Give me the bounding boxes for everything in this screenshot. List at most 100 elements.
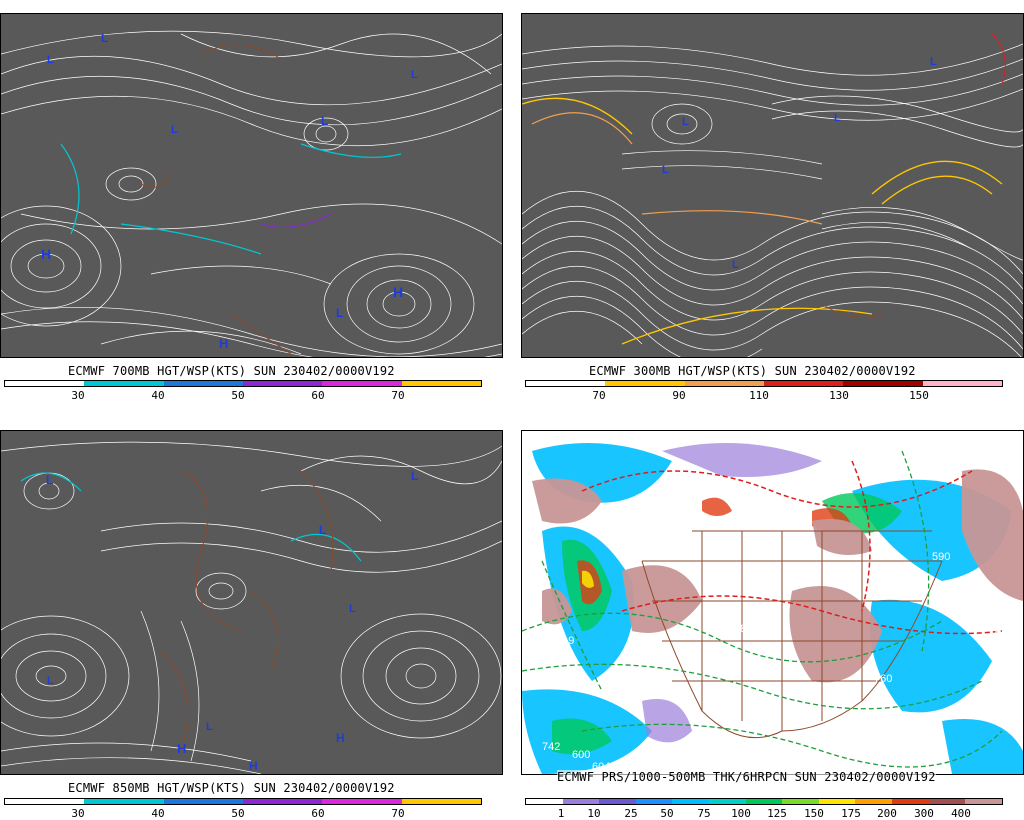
- colorbar-segment: [922, 381, 1002, 386]
- colorbar-tick: 60: [311, 807, 325, 820]
- pressure-marker: H: [41, 246, 52, 262]
- colorbar-tick: 30: [71, 389, 85, 402]
- contour-label: 619: [556, 635, 575, 647]
- contour-label: 148: [994, 629, 1013, 641]
- colorbar-segment: [242, 799, 323, 804]
- pressure-marker: L: [47, 675, 54, 687]
- pressure-marker: L: [411, 469, 419, 483]
- panel-title: ECMWF 850MB HGT/WSP(KTS) SUN 230402/0000…: [68, 781, 395, 795]
- pressure-marker: L: [411, 69, 418, 81]
- precip-map: [522, 443, 1023, 774]
- colorbar-tick: 300: [914, 807, 934, 820]
- panel-title: ECMWF 700MB HGT/WSP(KTS) SUN 230402/0000…: [68, 364, 395, 378]
- colorbar-segment: [322, 799, 402, 804]
- colorbar-tick: 50: [231, 389, 245, 402]
- colorbar-tick: 70: [391, 807, 405, 820]
- contour-label: 742: [542, 741, 561, 753]
- pressure-marker: L: [319, 523, 327, 537]
- colorbar-segment: [401, 799, 481, 804]
- pressure-marker: L: [732, 259, 739, 271]
- pressure-marker: H: [336, 731, 345, 745]
- pressure-marker: H: [393, 284, 404, 300]
- colorbar-segment: [672, 799, 710, 804]
- pressure-marker: L: [206, 721, 213, 733]
- pressure-marker: L: [349, 603, 356, 615]
- colorbar-tick: 200: [877, 807, 897, 820]
- pressure-marker: L: [321, 114, 329, 128]
- colorbar-segment: [526, 799, 563, 804]
- streamlines-850mb: [1, 441, 502, 774]
- colorbar-segment: [855, 799, 893, 804]
- colorbar-tick: 50: [660, 807, 674, 820]
- colorbar-segment: [892, 799, 929, 804]
- panel-title: ECMWF 300MB HGT/WSP(KTS) SUN 230402/0000…: [589, 364, 916, 378]
- pressure-marker: L: [46, 473, 54, 487]
- colorbar-tick: 90: [672, 389, 686, 402]
- pressure-marker: L: [834, 112, 841, 124]
- colorbar-segment: [843, 381, 923, 386]
- pressure-marker: L: [930, 56, 937, 68]
- map-850mb: L L L L L H H H L: [0, 430, 503, 775]
- colorbar-tick: 175: [841, 807, 861, 820]
- colorbar-tick: 30: [71, 807, 85, 820]
- pressure-marker: H: [249, 759, 258, 773]
- colorbar-tick: 130: [829, 389, 849, 402]
- contour-label: 613: [594, 687, 613, 699]
- pressure-marker: L: [47, 54, 54, 66]
- colorbar-tick: 400: [951, 807, 971, 820]
- colorbar-segment: [782, 799, 819, 804]
- colorbar-tick: 25: [624, 807, 638, 820]
- panel-prs-thk: 619 613 625 628 590 760 742 600 604 148 …: [521, 418, 1024, 820]
- pressure-marker: L: [682, 116, 689, 128]
- colorbar-segment: [605, 381, 685, 386]
- colorbar-segment: [709, 799, 746, 804]
- pressure-marker: H: [177, 741, 187, 756]
- map-300mb: L L L L L: [521, 13, 1024, 358]
- colorbar-segment: [965, 799, 1002, 804]
- colorbar-segment: [322, 381, 402, 386]
- colorbar: [525, 380, 1003, 387]
- contour-label: 760: [874, 673, 893, 685]
- colorbar-tick: 1: [557, 807, 565, 820]
- pressure-marker: H: [219, 336, 229, 351]
- colorbar-segment: [928, 799, 966, 804]
- colorbar-segment: [684, 381, 764, 386]
- contour-label: 590: [932, 551, 951, 563]
- colorbar-tick: 125: [767, 807, 787, 820]
- colorbar-tick: 75: [697, 807, 711, 820]
- contour-label: 600: [572, 749, 591, 761]
- colorbar-segment: [526, 381, 606, 386]
- colorbar-tick: 110: [749, 389, 769, 402]
- pressure-marker: L: [662, 164, 669, 176]
- colorbar-tick: 150: [909, 389, 929, 402]
- colorbar-tick: 70: [592, 389, 606, 402]
- streamlines-300mb: [522, 33, 1023, 357]
- colorbar-segment: [5, 381, 85, 386]
- colorbar-tick: 50: [231, 807, 245, 820]
- pressure-marker: L: [336, 306, 344, 320]
- contour-label: 625: [632, 681, 651, 693]
- contour-label: 628: [728, 623, 747, 635]
- streamlines-700mb: [1, 30, 502, 357]
- map-prs-thk: 619 613 625 628 590 760 742 600 604 148: [521, 430, 1024, 775]
- colorbar-tick: 70: [391, 389, 405, 402]
- colorbar-tick: 150: [804, 807, 824, 820]
- colorbar-segment: [745, 799, 783, 804]
- colorbar-segment: [242, 381, 323, 386]
- colorbar-segment: [84, 381, 164, 386]
- colorbar-tick: 40: [151, 389, 165, 402]
- colorbar-segment: [599, 799, 636, 804]
- colorbar-segment: [401, 381, 481, 386]
- colorbar-segment: [763, 381, 844, 386]
- colorbar-tick: 40: [151, 807, 165, 820]
- colorbar-segment: [84, 799, 164, 804]
- colorbar: [4, 798, 482, 805]
- colorbar-segment: [163, 381, 243, 386]
- colorbar-tick: 10: [587, 807, 601, 820]
- pressure-marker: L: [171, 124, 178, 136]
- colorbar-segment: [818, 799, 856, 804]
- panel-850mb: L L L L L H H H L ECMWF 850MB HGT/WSP(KT…: [0, 418, 504, 820]
- colorbar-segment: [562, 799, 600, 804]
- panel-300mb: L L L L L ECMWF 300MB HGT/WSP(KTS) SUN 2…: [521, 0, 1024, 410]
- panel-title: ECMWF PRS/1000-500MB THK/6HRPCN SUN 2304…: [557, 770, 936, 784]
